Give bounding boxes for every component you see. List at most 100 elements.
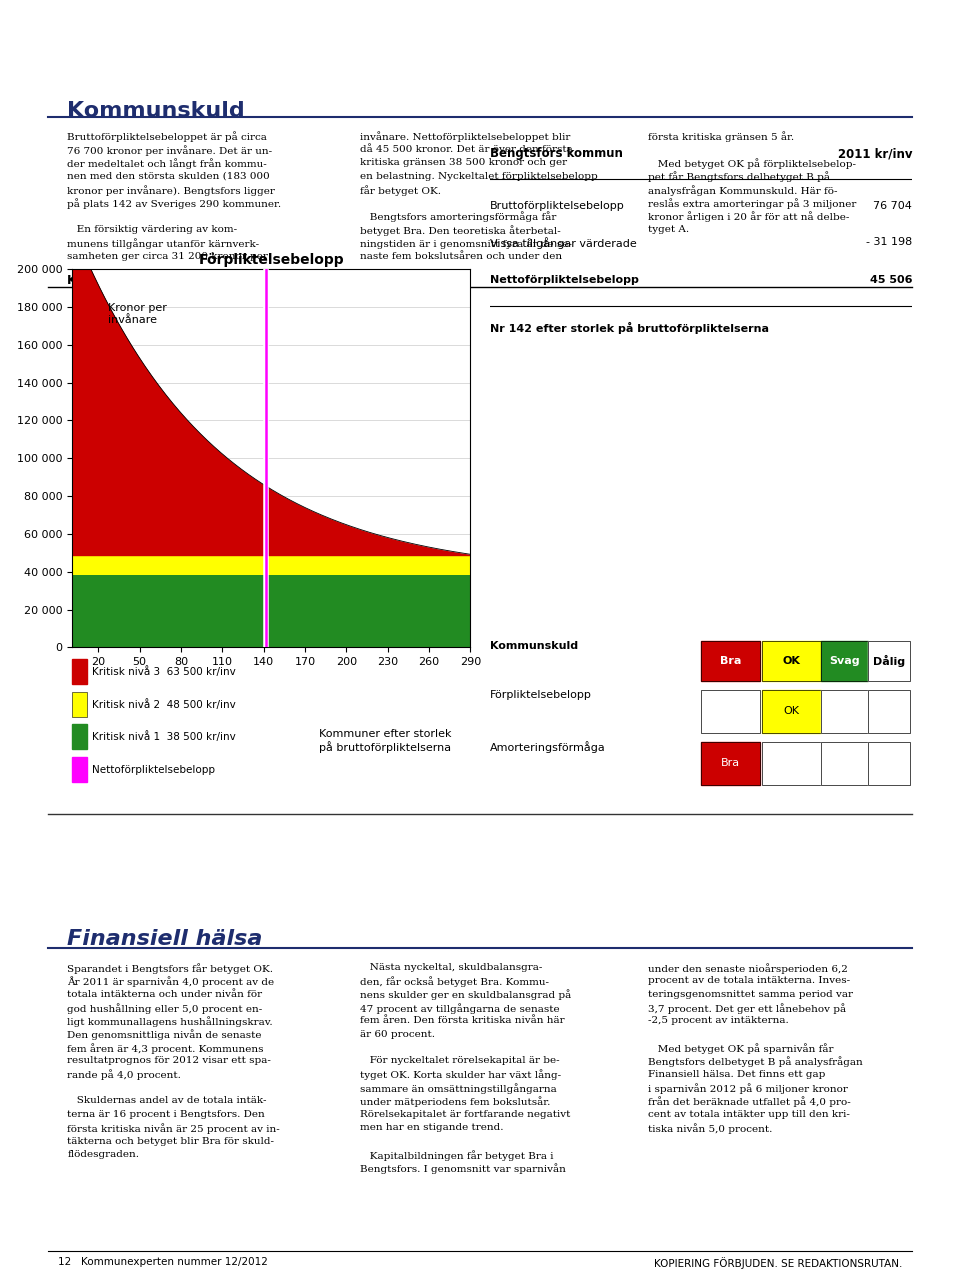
Text: År 2011 är sparnivån 4,0 procent av de: År 2011 är sparnivån 4,0 procent av de [67, 976, 275, 987]
Text: invånare. Nettoförpliktelsebeloppet blir: invånare. Nettoförpliktelsebeloppet blir [360, 132, 570, 142]
Text: fem åren. Den första kritiska nivån här: fem åren. Den första kritiska nivån här [360, 1017, 564, 1026]
Text: Nettoförpliktelsebelopp: Nettoförpliktelsebelopp [490, 274, 638, 285]
Text: totala intäkterna och under nivån för: totala intäkterna och under nivån för [67, 990, 262, 999]
Text: 3,7 procent. Det ger ett lånebehov på: 3,7 procent. Det ger ett lånebehov på [648, 1003, 846, 1014]
Text: En försiktig värdering av kom-: En försiktig värdering av kom- [67, 226, 237, 235]
Bar [821, 741, 868, 785]
Bar [72, 691, 87, 717]
Bar [701, 690, 760, 733]
Bar [762, 690, 821, 733]
Bar [762, 690, 821, 733]
Title: Förpliktelsebelopp: Förpliktelsebelopp [199, 253, 344, 267]
Text: munens tillgångar utanför kärnverk-: munens tillgångar utanför kärnverk- [67, 238, 259, 249]
Text: För nyckeltalet rörelsekapital är be-: För nyckeltalet rörelsekapital är be- [360, 1056, 560, 1065]
Text: Kommuner efter storlek
på bruttoförpliktelserna: Kommuner efter storlek på bruttoförplikt… [319, 728, 451, 753]
Text: reslås extra amorteringar på 3 miljoner: reslås extra amorteringar på 3 miljoner [648, 199, 856, 209]
Text: resultatprognos för 2012 visar ett spa-: resultatprognos för 2012 visar ett spa- [67, 1056, 271, 1065]
Text: teringsgenomsnittet samma period var: teringsgenomsnittet samma period var [648, 990, 853, 999]
Bar [762, 741, 821, 785]
Text: från det beräknade utfallet på 4,0 pro-: från det beräknade utfallet på 4,0 pro- [648, 1096, 851, 1108]
Text: 76 700 kronor per invånare. Det är un-: 76 700 kronor per invånare. Det är un- [67, 145, 273, 155]
Text: Kommunskuld: Kommunskuld [67, 274, 166, 287]
Text: cent av totala intäkter upp till den kri-: cent av totala intäkter upp till den kri… [648, 1110, 850, 1119]
Bar [701, 690, 760, 733]
Text: första kritiska gränsen 5 år.: första kritiska gränsen 5 år. [648, 132, 794, 142]
Text: under mätperiodens fem bokslutsår.: under mätperiodens fem bokslutsår. [360, 1096, 550, 1108]
Text: kronor per invånare). Bengtsfors ligger: kronor per invånare). Bengtsfors ligger [67, 185, 276, 196]
Text: får betyget OK.: får betyget OK. [360, 185, 441, 196]
Bar [868, 641, 910, 681]
Bar [762, 641, 821, 681]
Text: då 45 500 kronor. Det är över den första: då 45 500 kronor. Det är över den första [360, 145, 573, 154]
Text: sammare än omsättningstillgångarna: sammare än omsättningstillgångarna [360, 1083, 557, 1094]
Text: god hushållning eller 5,0 procent en-: god hushållning eller 5,0 procent en- [67, 1003, 262, 1014]
Text: Kritisk nivå 2  48 500 kr/inv: Kritisk nivå 2 48 500 kr/inv [92, 699, 235, 710]
Text: 12   Kommunexperten nummer 12/2012: 12 Kommunexperten nummer 12/2012 [58, 1258, 268, 1268]
Text: är 60 procent.: är 60 procent. [360, 1029, 435, 1038]
Text: samheten ger circa 31 200 kronor per: samheten ger circa 31 200 kronor per [67, 251, 268, 260]
Text: 47 procent av tillgångarna de senaste: 47 procent av tillgångarna de senaste [360, 1003, 560, 1014]
Bar [821, 690, 868, 733]
Bar [72, 756, 87, 782]
Text: ningstiden är i genomsnitt fyra år de se-: ningstiden är i genomsnitt fyra år de se… [360, 238, 572, 249]
Text: Kritisk nivå 3  63 500 kr/inv: Kritisk nivå 3 63 500 kr/inv [92, 667, 235, 677]
Text: Skuldernas andel av de totala intäk-: Skuldernas andel av de totala intäk- [67, 1096, 267, 1105]
Bar [72, 724, 87, 750]
Text: ligt kommunallagens hushållningskrav.: ligt kommunallagens hushållningskrav. [67, 1017, 273, 1027]
Text: på plats 142 av Sveriges 290 kommuner.: på plats 142 av Sveriges 290 kommuner. [67, 199, 281, 209]
Text: första kritiska nivån är 25 procent av in-: första kritiska nivån är 25 procent av i… [67, 1123, 280, 1135]
Text: pet får Bengtsfors delbetyget B på: pet får Bengtsfors delbetyget B på [648, 172, 830, 182]
Text: Kommunskuld: Kommunskuld [490, 641, 578, 651]
Text: Med betyget OK på sparnivån får: Med betyget OK på sparnivån får [648, 1044, 833, 1054]
Text: -2,5 procent av intäkterna.: -2,5 procent av intäkterna. [648, 1017, 789, 1026]
Text: naste fem bokslutsåren och under den: naste fem bokslutsåren och under den [360, 251, 563, 260]
Text: Kommunskuld: Kommunskuld [67, 100, 245, 121]
Text: terna är 16 procent i Bengtsfors. Den: terna är 16 procent i Bengtsfors. Den [67, 1110, 265, 1119]
Bar [868, 690, 910, 733]
Text: procent av de totala intäkterna. Inves-: procent av de totala intäkterna. Inves- [648, 976, 851, 985]
Text: KOPIERING FÖRBJUDEN. SE REDAKTIONSRUTAN.: KOPIERING FÖRBJUDEN. SE REDAKTIONSRUTAN. [654, 1258, 902, 1269]
Text: 2011 kr/inv: 2011 kr/inv [837, 147, 912, 160]
Text: OK: OK [782, 656, 801, 667]
Text: Med betyget OK på förpliktelsebelop-: Med betyget OK på förpliktelsebelop- [648, 158, 856, 169]
Bar [821, 641, 868, 681]
Text: Bra: Bra [720, 656, 741, 667]
Text: Amorteringsförmåga: Amorteringsförmåga [490, 741, 606, 754]
Bar [868, 641, 910, 681]
Text: täkterna och betyget blir Bra för skuld-: täkterna och betyget blir Bra för skuld- [67, 1137, 275, 1146]
Text: en belastning. Nyckeltalet förpliktelsebelopp: en belastning. Nyckeltalet förpliktelseb… [360, 172, 598, 181]
Text: Bra: Bra [721, 758, 740, 768]
Text: tiska nivån 5,0 procent.: tiska nivån 5,0 procent. [648, 1123, 773, 1135]
Text: Kapitalbildningen får betyget Bra i: Kapitalbildningen får betyget Bra i [360, 1150, 554, 1160]
Text: 76 704: 76 704 [874, 201, 912, 212]
Text: Den genomsnittliga nivån de senaste: Den genomsnittliga nivån de senaste [67, 1029, 262, 1041]
Text: kritiska gränsen 38 500 kronor och ger: kritiska gränsen 38 500 kronor och ger [360, 158, 567, 167]
Text: Rörelsekapitalet är fortfarande negativt: Rörelsekapitalet är fortfarande negativt [360, 1110, 570, 1119]
Bar [762, 641, 821, 681]
Text: Nettoförpliktelsebelopp: Nettoförpliktelsebelopp [92, 764, 215, 774]
Bar [821, 641, 868, 681]
Bar [821, 741, 868, 785]
Bar [701, 741, 760, 785]
Text: Bruttoförpliktelsebeloppet är på circa: Bruttoförpliktelsebeloppet är på circa [67, 132, 267, 142]
Text: Bengtsfors: Bengtsfors [19, 15, 112, 29]
Text: Kronor per
invånare: Kronor per invånare [108, 304, 167, 324]
Bar [701, 641, 760, 681]
Text: Bengtsfors delbetyget B på analysfrågan: Bengtsfors delbetyget B på analysfrågan [648, 1056, 863, 1067]
Text: men har en stigande trend.: men har en stigande trend. [360, 1123, 503, 1132]
Text: Bengtsfors. I genomsnitt var sparnivån: Bengtsfors. I genomsnitt var sparnivån [360, 1163, 565, 1174]
Bar [701, 641, 760, 681]
Text: Förpliktelsebelopp: Förpliktelsebelopp [490, 690, 591, 700]
Bar [821, 690, 868, 733]
Text: rande på 4,0 procent.: rande på 4,0 procent. [67, 1069, 181, 1081]
Text: i sparnivån 2012 på 6 miljoner kronor: i sparnivån 2012 på 6 miljoner kronor [648, 1083, 848, 1094]
Text: under den senaste nioårsperioden 6,2: under den senaste nioårsperioden 6,2 [648, 963, 848, 973]
Text: nens skulder ger en skuldbalansgrad på: nens skulder ger en skuldbalansgrad på [360, 990, 571, 1000]
Text: Kritisk nivå 1  38 500 kr/inv: Kritisk nivå 1 38 500 kr/inv [92, 732, 235, 742]
Text: betyget Bra. Den teoretiska återbetal-: betyget Bra. Den teoretiska återbetal- [360, 226, 561, 236]
Bar [868, 690, 910, 733]
Text: tyget A.: tyget A. [648, 226, 689, 235]
Text: 45 506: 45 506 [870, 274, 912, 285]
Text: OK: OK [783, 706, 800, 717]
Text: analysfrågan Kommunskuld. Här fö-: analysfrågan Kommunskuld. Här fö- [648, 185, 837, 196]
